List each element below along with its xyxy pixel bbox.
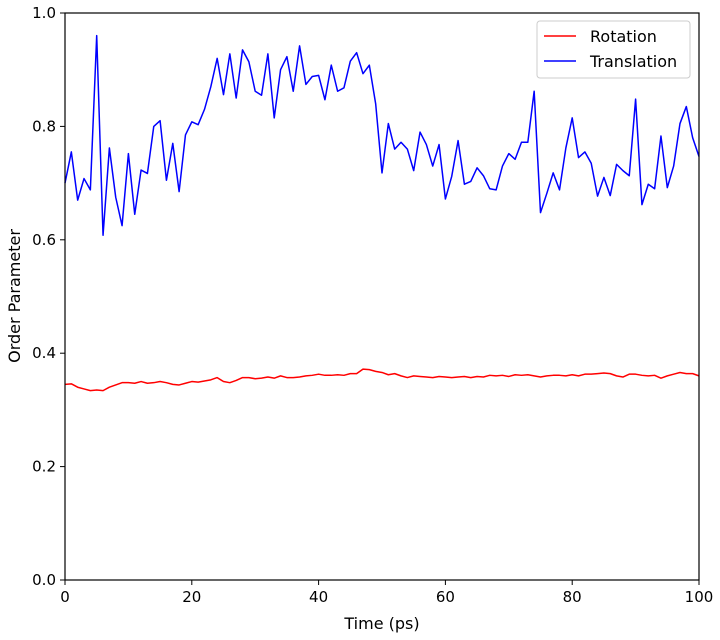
y-tick-label-1: 0.2	[32, 458, 56, 476]
y-tick-label-4: 0.8	[32, 117, 56, 135]
x-axis-label: Time (ps)	[343, 614, 419, 633]
series-line-rotation	[64, 368, 700, 392]
x-tick-label-4: 80	[563, 588, 582, 606]
y-axis-label: Order Parameter	[5, 229, 24, 363]
y-tick-label-0: 0.0	[32, 571, 56, 589]
legend-translation-label: Translation	[589, 52, 677, 71]
x-tick-label-2: 40	[309, 588, 328, 606]
y-tick-label-2: 0.4	[32, 344, 56, 362]
x-tick-label-1: 20	[182, 588, 201, 606]
axis-layer: 0 20 40 60 80 100 0.0 0.2 0.4 0.6 0.8 1.0	[32, 4, 713, 606]
series-layer	[64, 34, 700, 392]
y-tick-label-5: 1.0	[32, 4, 56, 22]
series-line-translation	[64, 34, 700, 237]
x-tick-label-5: 100	[685, 588, 714, 606]
plot-frame	[64, 12, 700, 581]
x-tick-label-0: 0	[60, 588, 70, 606]
legend: Rotation Translation	[536, 20, 691, 79]
x-tick-label-3: 60	[436, 588, 455, 606]
y-tick-label-3: 0.6	[32, 231, 56, 249]
legend-rotation-label: Rotation	[590, 27, 657, 46]
